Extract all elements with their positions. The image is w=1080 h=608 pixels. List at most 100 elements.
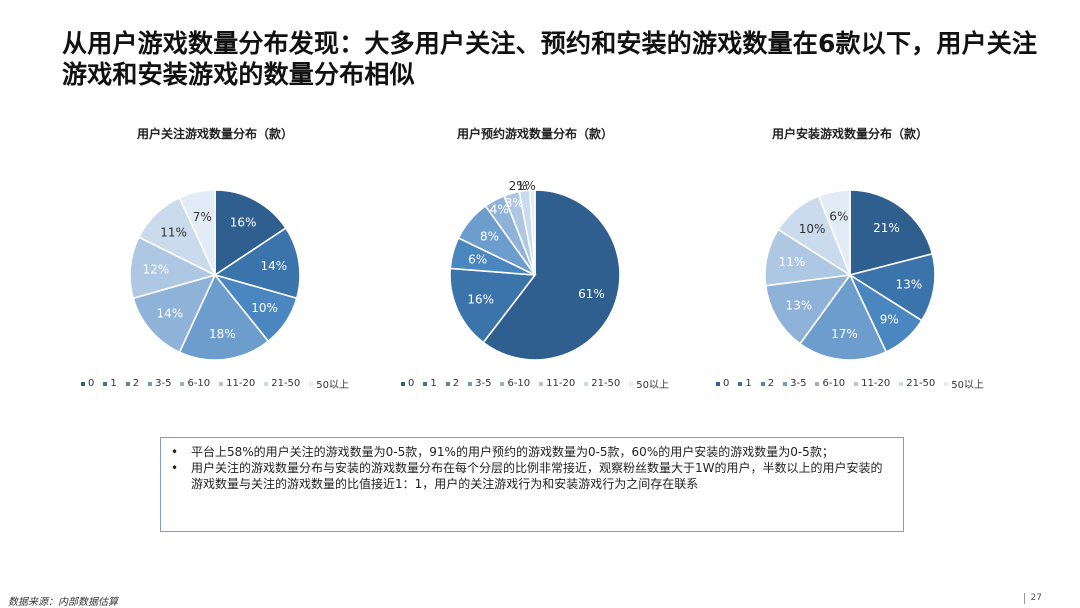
legend-label: 6-10 [507, 378, 531, 389]
legend-swatch [103, 381, 108, 386]
data-label: 6% [468, 253, 487, 267]
chart-title: 用户安装游戏数量分布（款） [771, 127, 928, 141]
legend-swatch [180, 381, 185, 386]
legend-item: 1 [423, 376, 437, 391]
legend-label: 6-10 [187, 378, 211, 389]
legend-item: 1 [103, 376, 117, 391]
legend-item: 11-20 [854, 376, 890, 391]
legend-swatch [899, 381, 904, 386]
legend-label: 0 [87, 378, 95, 389]
chart-legend: 0 1 2 3-5 6-10 11-20 21-50 50以上 [670, 376, 1030, 391]
legend-label: 1 [745, 378, 752, 389]
legend-label: 11-20 [226, 378, 256, 389]
legend-item: 21-50 [584, 376, 620, 391]
pie-svg: 61% 16% 6% 8% 4%3% 2%1% [449, 179, 621, 361]
legend-label: 2 [767, 378, 775, 389]
pie-slice-0 [214, 189, 287, 277]
legend-label: 21-50 [271, 378, 301, 389]
legend-swatch [80, 381, 85, 386]
legend-swatch [125, 381, 130, 386]
pie-slice-50以上 [178, 189, 216, 276]
data-label: 18% [209, 327, 236, 341]
legend-item: 21-50 [264, 376, 300, 391]
legend-item: 3-5 [148, 376, 171, 391]
legend-item: 2 [760, 376, 775, 391]
chart-title: 用户关注游戏数量分布（款） [136, 127, 293, 141]
data-label: 13% [785, 298, 812, 312]
pie-slice-0 [849, 189, 934, 277]
legend-swatch [309, 381, 314, 386]
page-title: 从用户游戏数量分布发现：大多用户关注、预约和安装的游戏数量在6款以下，用户关注游… [62, 29, 1038, 89]
legend-swatch [468, 381, 473, 386]
legend-item: 0 [715, 376, 729, 391]
pie-slice-50以上 [817, 189, 851, 276]
legend-label: 11-20 [546, 378, 576, 389]
legend-swatch [423, 381, 428, 386]
note-item: • 用户关注的游戏数量分布与安装的游戏数量分布在每个分层的比例非常接近，观察粉丝… [171, 460, 893, 492]
note-item: • 平台上58%的用户关注的游戏数量为0-5款，91%的用户预约的游戏数量为0-… [171, 444, 893, 460]
legend-swatch [500, 381, 505, 386]
legend-item: 3-5 [468, 376, 491, 391]
pie-slice-1 [449, 267, 537, 344]
legend-label: 6-10 [822, 378, 846, 389]
legend-swatch [629, 381, 634, 386]
pie-slice-1 [848, 252, 936, 322]
legend-label: 1 [110, 378, 117, 389]
legend-swatch [854, 381, 859, 386]
chart-legend: 0 1 2 3-5 6-10 11-20 21-50 50以上 [355, 376, 715, 391]
pie-slice-11-20 [129, 236, 218, 300]
legend-label: 21-50 [906, 378, 936, 389]
pie-slice-50以上 [528, 189, 536, 276]
legend-label: 3-5 [475, 378, 492, 389]
data-label: 2% [509, 179, 528, 193]
data-label: 8% [480, 230, 499, 244]
legend-item: 50以上 [629, 376, 669, 391]
data-label: 16% [230, 216, 257, 230]
legend-label: 3-5 [155, 378, 172, 389]
pie-slice-3-5 [178, 273, 270, 361]
data-label: 6% [829, 210, 848, 224]
legend-item: 6-10 [815, 376, 845, 391]
data-label: 11% [779, 255, 806, 269]
legend-item: 50以上 [944, 376, 984, 391]
data-label: 61% [578, 287, 605, 301]
legend-label: 21-50 [591, 378, 621, 389]
data-label: 1% [517, 179, 536, 193]
page-number: 27 [1023, 593, 1042, 604]
legend-swatch [760, 381, 765, 386]
legend-label: 0 [407, 378, 415, 389]
legend-label: 50以上 [951, 380, 985, 391]
summary-notes-box: • 平台上58%的用户关注的游戏数量为0-5款，91%的用户预约的游戏数量为0-… [160, 437, 904, 532]
note-text: 用户关注的游戏数量分布与安装的游戏数量分布在每个分层的比例非常接近，观察粉丝数量… [191, 461, 883, 491]
legend-swatch [148, 381, 153, 386]
legend-swatch [783, 381, 788, 386]
legend-item: 2 [125, 376, 140, 391]
legend-swatch [539, 381, 544, 386]
legend-item: 11-20 [219, 376, 255, 391]
chart-title: 用户预约游戏数量分布（款） [456, 127, 613, 141]
note-text: 平台上58%的用户关注的游戏数量为0-5款，91%的用户预约的游戏数量为0-5款… [191, 445, 834, 459]
legend-swatch [738, 381, 743, 386]
data-label: 13% [895, 277, 922, 291]
data-label: 12% [142, 263, 169, 277]
bullet-icon: • [171, 445, 179, 459]
legend-item: 6-10 [500, 376, 530, 391]
pie-slice-6-10 [132, 273, 217, 354]
data-label: 4% [490, 202, 509, 216]
data-label: 21% [873, 221, 900, 235]
data-label: 10% [799, 222, 826, 236]
data-label: 14% [260, 259, 287, 273]
data-label: 14% [156, 307, 183, 321]
pie-slice-0 [482, 189, 621, 361]
legend-item: 3-5 [783, 376, 806, 391]
data-label: 17% [831, 327, 858, 341]
legend-item: 0 [400, 376, 415, 391]
pie-svg: 16% 14% 10% 18% 14% 12% 11% 7% [129, 189, 301, 361]
legend-swatch [815, 381, 820, 386]
legend-label: 2 [132, 378, 140, 389]
legend-swatch [264, 381, 269, 386]
legend-item: 21-50 [899, 376, 935, 391]
legend-label: 2 [452, 378, 460, 389]
data-label: 10% [251, 301, 278, 315]
legend-swatch [944, 381, 949, 386]
